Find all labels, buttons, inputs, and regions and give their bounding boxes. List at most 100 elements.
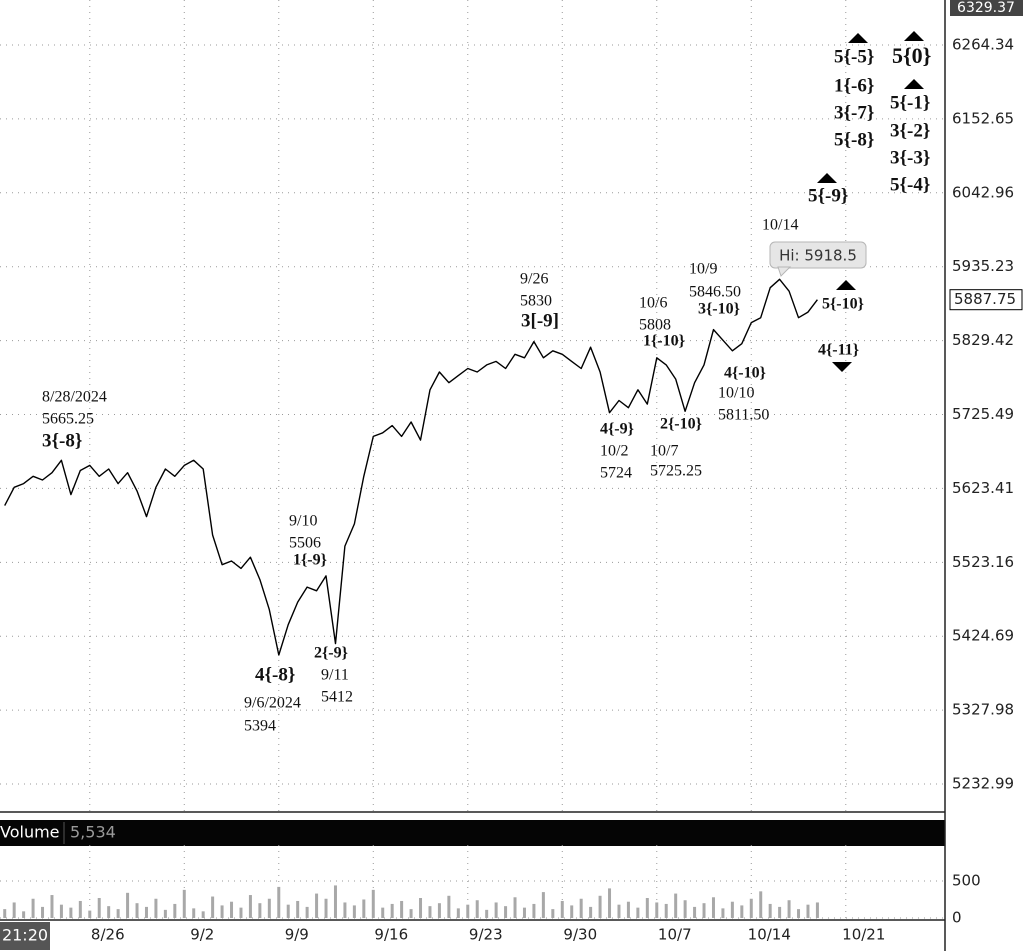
volume-bar (608, 888, 612, 918)
volume-bar (787, 900, 791, 918)
wave-annotation: 4{-8} (255, 664, 295, 685)
y-tick-label: 5327.98 (952, 701, 1014, 719)
x-tick-label: 8/26 (91, 926, 125, 944)
volume-bar (324, 898, 328, 918)
volume-bar (749, 898, 753, 918)
volume-bar (541, 892, 545, 918)
volume-bar (693, 906, 697, 918)
wave-annotation: 2{-9} (314, 645, 348, 662)
y-tick-label: 0 (952, 909, 962, 927)
wave-annotation: 10/14 (762, 217, 798, 234)
volume-bar (88, 910, 92, 918)
volume-bar (513, 897, 517, 918)
wave-annotation: 5846.50 (689, 284, 741, 301)
volume-bar (163, 909, 167, 918)
volume-bar (636, 907, 640, 918)
wave-annotation: 5830 (520, 293, 552, 310)
volume-bar (759, 891, 763, 918)
triangles (817, 31, 924, 372)
volume-bar (579, 898, 583, 918)
wave-annotation: 5{-5} (834, 46, 874, 67)
hi-tooltip: Hi: 5918.5 (769, 241, 867, 277)
up-arrow (836, 280, 856, 290)
volume-bar (589, 906, 593, 918)
y-tick-label: 5935.23 (952, 257, 1014, 275)
tooltip-pointer (777, 266, 792, 277)
wave-annotation: 5725.25 (650, 463, 702, 480)
volume-bar (806, 904, 810, 918)
y-axis: 5232.99 5327.98 5424.69 5523.16 5623.41 5725.… (949, 35, 1023, 927)
time-axis (0, 920, 945, 951)
wave-annotation: 2{-10} (660, 416, 702, 433)
y-tick-label: 5424.69 (952, 627, 1014, 645)
volume-bar (371, 889, 375, 918)
time-label: 21:20 (2, 926, 48, 945)
volume-bar (3, 909, 7, 918)
volume-bar (437, 903, 441, 918)
volume-bar (778, 906, 782, 918)
up-arrow (848, 33, 868, 43)
volume-bar (428, 906, 432, 918)
volume-bar (730, 901, 734, 918)
top-price-box (950, 0, 1023, 16)
volume-bar (78, 900, 82, 918)
volume-bar (116, 909, 120, 918)
volume-bar (362, 899, 366, 918)
volume-bar (230, 901, 234, 918)
volume-bar (352, 905, 356, 918)
plot (4, 278, 818, 656)
y-tick-label: 500 (952, 871, 981, 889)
volume-title: Volume (0, 823, 60, 842)
volume-bar (126, 892, 130, 918)
hi-label: Hi: 5918.5 (779, 247, 857, 265)
volume-bar (182, 889, 186, 918)
wave-annotation: 5{-9} (808, 185, 848, 206)
volume-bar (447, 895, 451, 918)
wave-annotation: 5{-8} (834, 129, 874, 150)
wave-annotation: 3{-10} (698, 301, 740, 318)
volume-bar (97, 898, 101, 918)
volume-bar (192, 908, 196, 918)
volume-bar (267, 898, 271, 918)
volume-bar (258, 903, 262, 918)
wave-annotation: 10/6 (639, 295, 667, 312)
volume-bar (41, 906, 45, 918)
wave-annotation: 5394 (244, 718, 276, 735)
volume-last: 5,534 (70, 823, 116, 842)
y-tick-label: 5623.41 (952, 479, 1014, 497)
wave-annotation: 5{-1} (890, 92, 930, 113)
wave-annotation: 5506 (289, 535, 321, 552)
volume-bar (50, 895, 54, 918)
volume-bar (551, 909, 555, 918)
y-tick-label: 5725.49 (952, 405, 1014, 423)
volume-bar (702, 903, 706, 918)
volume-bar (381, 907, 385, 918)
up-arrow (904, 79, 924, 89)
wave-annotation: 5412 (321, 689, 353, 706)
volume-bar (220, 905, 224, 918)
volume-bar (674, 893, 678, 918)
volume-bar (740, 905, 744, 918)
x-tick-label: 9/9 (285, 926, 309, 944)
volume-bar (494, 902, 498, 918)
volume-bar (456, 908, 460, 918)
wave-annotation: 5{-10} (822, 296, 864, 313)
wave-annotation: 9/26 (520, 271, 548, 288)
price-line (4, 278, 818, 656)
volume-bar (466, 904, 470, 918)
volume-bar (69, 907, 73, 918)
tooltip-box (769, 241, 867, 269)
volume-bar (797, 909, 801, 918)
volume-bar (598, 895, 602, 918)
wave-annotation: 3[-9] (521, 310, 559, 331)
volume-bar (655, 902, 659, 918)
wave-annotation: 3{-7} (834, 102, 874, 123)
wave-annotation: 9/11 (321, 667, 349, 684)
y-tick-label: 5523.16 (952, 553, 1014, 571)
x-tick-label: 10/14 (748, 926, 791, 944)
x-tick-label: 10/21 (842, 926, 885, 944)
volume-bar (475, 900, 479, 918)
volume-bar (211, 896, 215, 918)
